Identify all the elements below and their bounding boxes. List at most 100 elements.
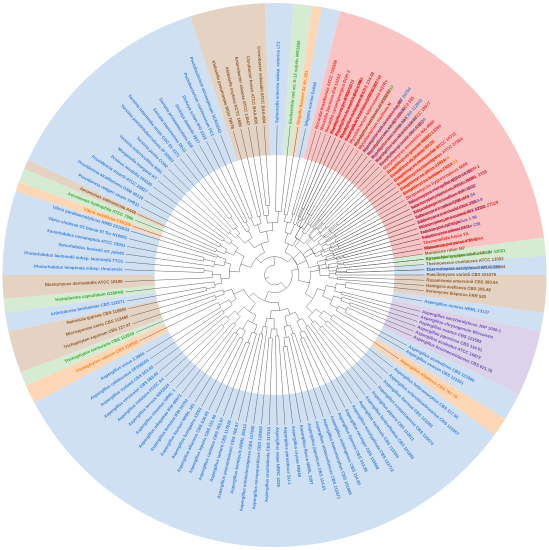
internal-branch bbox=[329, 304, 338, 309]
leaf-branch bbox=[344, 312, 408, 346]
node-arc bbox=[292, 258, 300, 281]
node-arc bbox=[329, 230, 333, 234]
leaf-branch bbox=[336, 204, 408, 243]
leaf-branch bbox=[291, 334, 317, 420]
internal-branch bbox=[227, 310, 235, 318]
internal-branch bbox=[312, 219, 320, 228]
internal-branch bbox=[220, 278, 230, 280]
leaf-branch bbox=[220, 134, 253, 218]
internal-branch bbox=[280, 282, 287, 289]
internal-branch bbox=[287, 257, 293, 263]
internal-branch bbox=[305, 226, 312, 235]
internal-branch bbox=[266, 215, 268, 224]
leaf-branch bbox=[347, 307, 412, 337]
internal-branch bbox=[257, 224, 261, 233]
internal-branch bbox=[338, 306, 347, 311]
leaf-branch bbox=[263, 125, 270, 206]
internal-branch bbox=[311, 243, 320, 250]
node-arc bbox=[216, 255, 218, 258]
internal-branch bbox=[314, 320, 322, 328]
internal-branch bbox=[302, 221, 310, 233]
internal-branch bbox=[264, 291, 269, 301]
internal-branch bbox=[305, 293, 313, 299]
node-arc bbox=[312, 227, 316, 230]
internal-branch bbox=[290, 324, 294, 334]
internal-branch bbox=[296, 220, 300, 226]
leaf-branch bbox=[333, 314, 399, 360]
node-arc bbox=[308, 220, 311, 223]
internal-branch bbox=[224, 262, 231, 265]
leaf-branch bbox=[124, 277, 213, 282]
leaf-branch bbox=[286, 346, 301, 423]
leaf-branch bbox=[310, 153, 363, 226]
internal-branch bbox=[222, 319, 230, 326]
leaf-branch bbox=[148, 193, 223, 242]
leaf-label: Blastomyces dermatitidis ATCC 18188 bbox=[45, 279, 124, 287]
internal-branch bbox=[303, 236, 311, 244]
node-arc bbox=[341, 291, 343, 295]
internal-branch bbox=[319, 226, 327, 234]
leaf-branch bbox=[125, 261, 205, 270]
internal-branch bbox=[250, 217, 255, 227]
leaf-branch bbox=[127, 246, 204, 262]
internal-branch bbox=[240, 263, 252, 268]
internal-branch bbox=[284, 233, 288, 243]
leaf-branch bbox=[303, 330, 346, 408]
internal-branch bbox=[295, 312, 300, 321]
internal-branch bbox=[241, 330, 246, 339]
internal-branch bbox=[233, 289, 244, 295]
leaf-label: Salmonella enterica subsp. enterica LT2 bbox=[274, 41, 280, 123]
leaf-branch bbox=[153, 186, 225, 239]
internal-branch bbox=[223, 304, 233, 312]
internal-branch bbox=[229, 270, 240, 273]
leaf-branch bbox=[126, 286, 206, 302]
internal-branch bbox=[259, 216, 262, 224]
leaf-branch bbox=[186, 153, 233, 217]
internal-branch bbox=[290, 224, 295, 235]
internal-branch bbox=[298, 280, 310, 284]
leaf-branch bbox=[135, 298, 217, 333]
leaf-branch bbox=[300, 338, 331, 415]
internal-branch bbox=[230, 242, 239, 248]
leaf-branch bbox=[337, 276, 425, 281]
leaf-label: Xeromyces bisporus FRR 525 bbox=[425, 288, 486, 299]
internal-branch bbox=[334, 290, 342, 294]
node-arc bbox=[268, 270, 293, 293]
node-arc bbox=[250, 252, 265, 268]
leaf-label: Thermoascus aurantiacus ATCC 26904 bbox=[426, 264, 506, 272]
leaf-branch bbox=[222, 343, 250, 417]
leaf-branch bbox=[336, 269, 425, 274]
leaf-branch bbox=[308, 325, 359, 400]
internal-branch bbox=[203, 259, 215, 262]
internal-branch bbox=[317, 288, 325, 292]
node-arc bbox=[238, 256, 245, 272]
node-arc bbox=[284, 214, 288, 216]
internal-branch bbox=[248, 230, 253, 238]
internal-branch bbox=[340, 300, 351, 305]
internal-branch bbox=[235, 251, 245, 257]
internal-branch bbox=[299, 332, 303, 339]
node-arc bbox=[260, 256, 288, 263]
internal-branch bbox=[284, 222, 288, 233]
internal-branch bbox=[284, 316, 288, 326]
node-arc bbox=[302, 231, 306, 235]
internal-branch bbox=[326, 285, 336, 288]
leaf-branch bbox=[164, 324, 222, 378]
internal-branch bbox=[295, 216, 300, 225]
node-arc bbox=[243, 306, 256, 316]
internal-branch bbox=[296, 321, 303, 332]
leaf-branch bbox=[194, 334, 238, 403]
leaf-branch bbox=[345, 287, 423, 302]
leaf-branch bbox=[310, 323, 365, 395]
internal-branch bbox=[219, 245, 227, 250]
leaf-branch bbox=[294, 333, 324, 417]
internal-branch bbox=[248, 240, 255, 249]
leaf-branch bbox=[240, 128, 262, 217]
internal-branch bbox=[254, 324, 258, 333]
leaf-branch bbox=[338, 213, 412, 247]
leaf-branch bbox=[341, 293, 419, 317]
node-arc bbox=[318, 265, 321, 276]
internal-branch bbox=[229, 232, 236, 238]
internal-branch bbox=[299, 232, 305, 240]
node-arc bbox=[308, 236, 315, 242]
